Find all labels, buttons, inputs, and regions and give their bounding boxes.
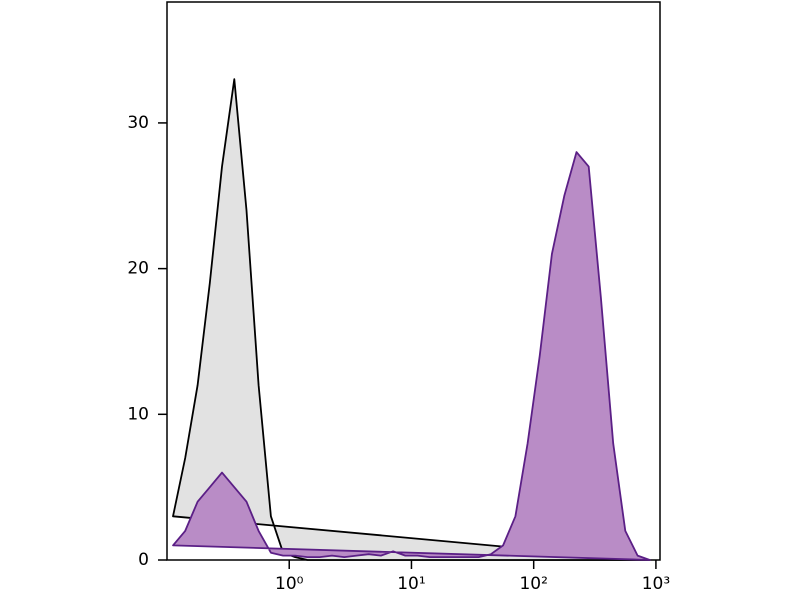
y-tick-label: 0 — [138, 550, 149, 570]
y-tick-label: 30 — [127, 113, 149, 133]
x-tick-label: 10¹ — [397, 574, 425, 594]
histogram-1 — [172, 151, 651, 561]
x-tick-label: 10² — [519, 574, 547, 594]
x-tick-label: 10³ — [642, 574, 670, 594]
y-tick-label: 10 — [127, 404, 149, 424]
x-tick-label: 10⁰ — [275, 574, 304, 594]
y-tick-label: 20 — [127, 259, 149, 279]
